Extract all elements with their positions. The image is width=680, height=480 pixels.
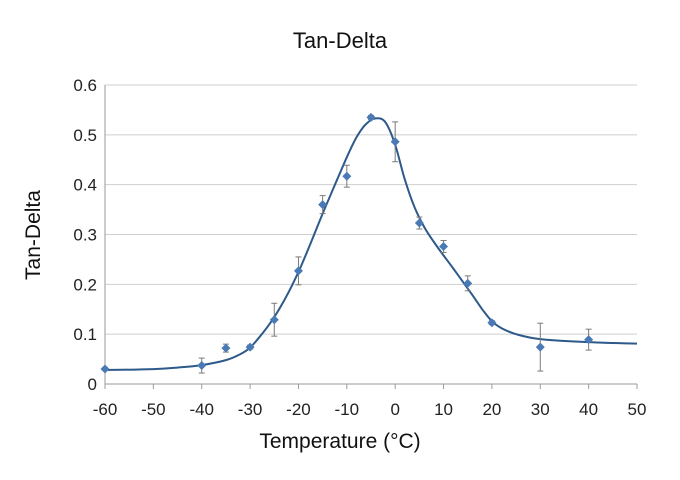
data-point	[221, 343, 231, 353]
data-point	[318, 200, 328, 210]
x-tick-label: 0	[390, 400, 399, 419]
data-point	[293, 266, 303, 276]
y-tick-label: 0.3	[73, 226, 97, 245]
x-tick-label: -10	[335, 400, 360, 419]
x-tick-label: -30	[238, 400, 263, 419]
data-point	[487, 318, 497, 328]
x-tick-labels: -60 -50 -40 -30 -20 -10 0 10 20 30 40 50	[93, 384, 647, 419]
data-point	[269, 315, 279, 325]
x-tick-label: 40	[579, 400, 598, 419]
data-point	[342, 171, 352, 181]
fit-curve-line	[104, 117, 638, 371]
x-tick-label: 10	[434, 400, 453, 419]
data-point	[463, 278, 473, 288]
data-point-markers	[100, 112, 594, 374]
y-tick-label: 0.2	[73, 275, 97, 294]
axes	[104, 85, 637, 385]
data-point	[366, 112, 376, 122]
data-point	[390, 137, 400, 147]
x-tick-label: -40	[189, 400, 214, 419]
data-point	[245, 342, 255, 352]
data-point	[439, 241, 449, 251]
y-tick-label: 0.5	[73, 126, 97, 145]
data-point	[414, 218, 424, 228]
y-axis-title: Tan-Delta	[22, 190, 45, 280]
x-tick-label: 20	[482, 400, 501, 419]
x-tick-label: -60	[93, 400, 118, 419]
data-point	[100, 364, 110, 374]
gridlines	[105, 84, 637, 335]
x-axis-title: Temperature (°C)	[259, 430, 420, 453]
x-tick-label: 50	[628, 400, 647, 419]
x-tick-label: 30	[531, 400, 550, 419]
data-point	[584, 335, 594, 345]
data-point	[535, 342, 545, 352]
y-tick-label: 0.6	[73, 76, 97, 95]
y-tick-label: 0.1	[73, 325, 97, 344]
x-tick-label: -20	[286, 400, 311, 419]
y-tick-label: 0.4	[73, 176, 97, 195]
x-tick-label: -50	[141, 400, 166, 419]
y-tick-labels: 0 0.1 0.2 0.3 0.4 0.5 0.6	[73, 76, 97, 394]
y-tick-label: 0	[88, 375, 97, 394]
chart-title: Tan-Delta	[293, 28, 388, 53]
data-point	[197, 361, 207, 371]
